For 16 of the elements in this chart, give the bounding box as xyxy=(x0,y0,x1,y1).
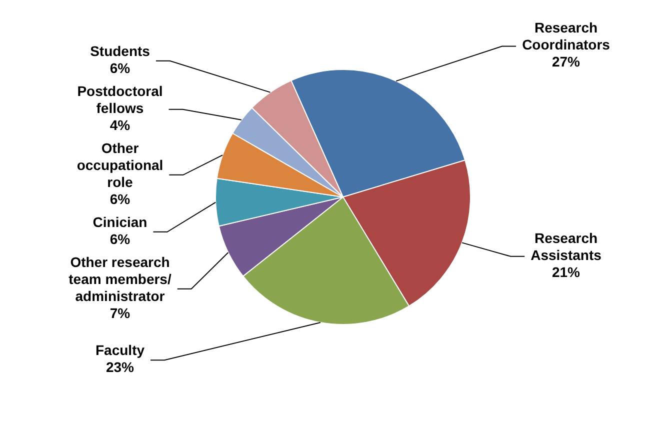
slice-label: Other research team members/ administrator xyxy=(68,254,172,304)
slice-label: Faculty xyxy=(95,342,145,358)
slice-label: Research Coordinators xyxy=(522,20,610,53)
data-label: 6% xyxy=(110,60,131,76)
slice-label: Other occupational role xyxy=(76,140,164,190)
data-label: 6% xyxy=(110,230,131,247)
data-label: 7% xyxy=(110,304,131,321)
data-label: 21% xyxy=(552,264,581,280)
slice-label: Research Assistants xyxy=(530,230,602,263)
slice-label: Postdoctoral fellows xyxy=(77,82,163,116)
data-label: 23% xyxy=(106,358,135,375)
data-label: 6% xyxy=(110,190,131,207)
data-label: 4% xyxy=(110,116,131,133)
slice-label: Students xyxy=(90,42,150,59)
data-label: 27% xyxy=(552,54,581,70)
slice-label: Cinician xyxy=(92,214,148,230)
